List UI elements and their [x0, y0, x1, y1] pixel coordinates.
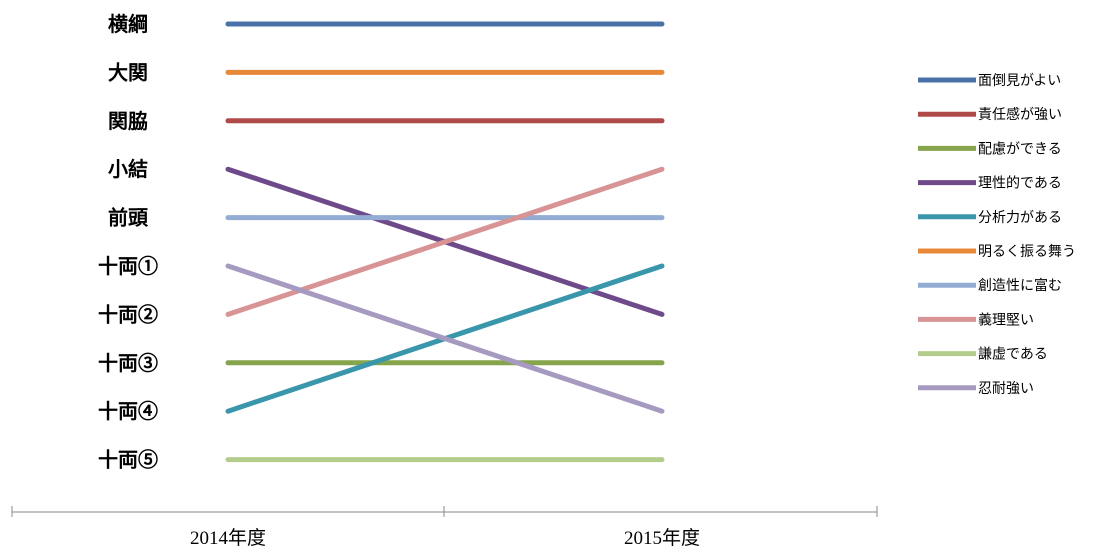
rank-label: 十両③ [98, 351, 158, 375]
legend: 面倒見がよい責任感が強い配慮ができる理性的である分析力がある明るく振る舞う創造性… [918, 73, 1076, 397]
series-line [225, 263, 665, 414]
legend-label: 義理堅い [978, 311, 1034, 328]
rank-label: 十両② [98, 302, 158, 326]
legend-label: 創造性に富む [978, 277, 1062, 294]
rank-label: 十両① [98, 254, 158, 278]
legend-label: 理性的である [978, 176, 1062, 192]
legend-label: 面倒見がよい [978, 73, 1061, 89]
legend-label: 分析力がある [978, 210, 1062, 226]
legend-label: 謙虚である [978, 347, 1048, 363]
legend-label: 責任感が強い [978, 106, 1062, 123]
legend-label: 配慮ができる [978, 141, 1062, 157]
legend-label: 明るく振る舞う [978, 244, 1076, 260]
category-label: 2015年度 [624, 527, 700, 549]
x-axis [11, 506, 878, 517]
rank-label: 前頭 [108, 206, 149, 230]
rank-label: 横綱 [108, 12, 148, 36]
category-label: 2014年度 [190, 527, 266, 549]
legend-label: 忍耐強い [978, 381, 1034, 397]
series-lines [225, 21, 665, 463]
rank-label: 関脇 [108, 109, 148, 133]
rank-label: 大関 [108, 60, 148, 84]
rank-label: 十両④ [98, 399, 158, 423]
rank-label: 十両⑤ [98, 448, 158, 472]
rank-label: 小結 [108, 157, 148, 181]
category-labels: 2014年度 2015年度 [190, 527, 700, 549]
